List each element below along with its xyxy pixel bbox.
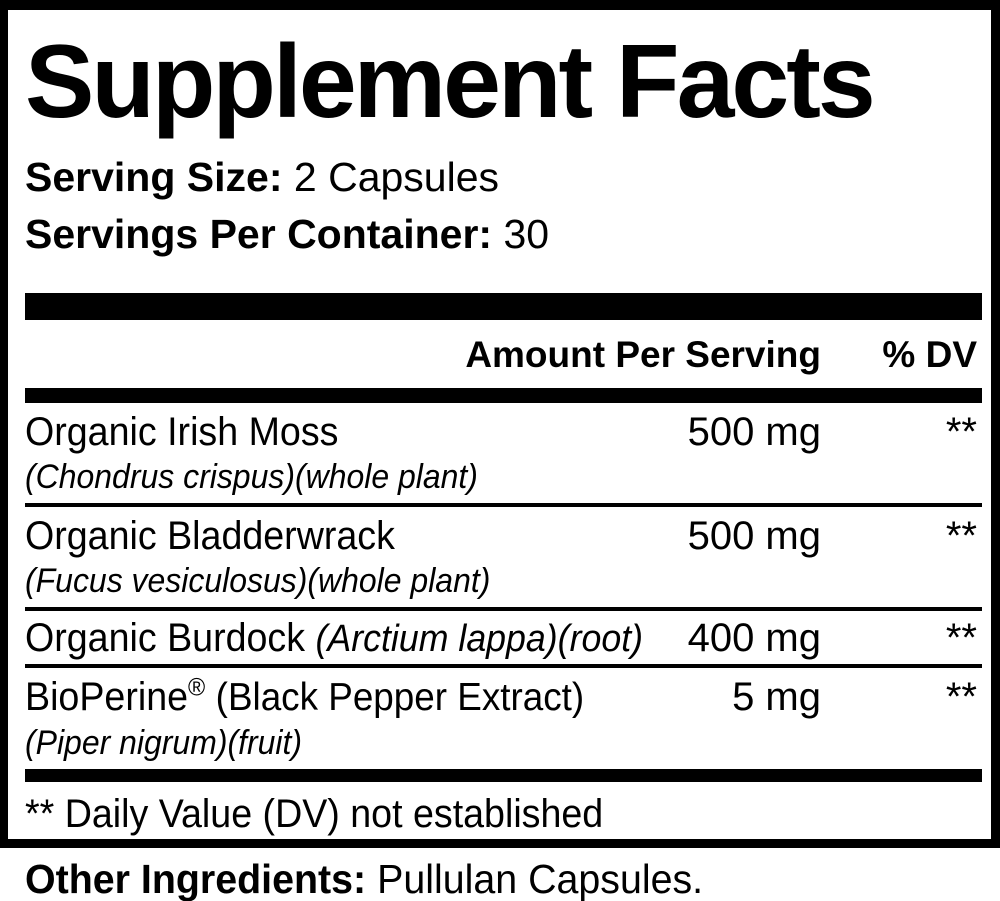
row-divider (25, 607, 982, 611)
ingredient-dv: ** (945, 410, 977, 454)
serving-size-value: 2 Capsules (293, 154, 500, 200)
servings-per-container-label: Servings Per Container: (25, 211, 493, 257)
ingredient-amount: 400 mg (687, 616, 821, 660)
serving-info: Serving Size: 2 Capsules Servings Per Co… (25, 149, 982, 263)
dv-footnote-text: ** Daily Value (DV) not established (25, 792, 604, 836)
column-header-row: Amount Per Serving % DV (25, 333, 982, 376)
ingredient-main-line: Organic Irish Moss 500 mg ** (25, 409, 982, 455)
ingredient-name: BioPerine® (Black Pepper Extract) (25, 674, 584, 721)
ingredient-name-text: Organic Burdock (25, 616, 306, 660)
servings-per-container-value: 30 (503, 211, 550, 257)
ingredient-amount: 500 mg (687, 514, 821, 558)
ingredient-main-line: Organic Burdock (Arctium lappa)(root) 40… (25, 615, 982, 662)
other-ingredients-line: Other Ingredients: Pullulan Capsules. (25, 855, 1000, 901)
ingredient-name-text: BioPerine (25, 675, 189, 719)
ingredient-name-suffix: (Black Pepper Extract) (215, 676, 585, 719)
ingredient-main-line: Organic Bladderwrack 500 mg ** (25, 513, 982, 559)
facts-panel: Supplement Facts Serving Size: 2 Capsule… (0, 0, 1000, 848)
serving-size-label: Serving Size: (25, 154, 283, 200)
footnote-separator-bar (25, 769, 982, 782)
other-ingredients-label: Other Ingredients: (25, 856, 367, 901)
ingredient-name: Organic Irish Moss (25, 410, 339, 454)
ingredient-botanical-detail: (Fucus vesiculosus)(whole plant) (25, 562, 491, 600)
ingredient-amount: 500 mg (687, 410, 821, 454)
ingredient-row-bioperine: BioPerine® (Black Pepper Extract) 5 mg *… (25, 668, 982, 769)
servings-per-container-line: Servings Per Container: 30 (25, 206, 982, 263)
ingredient-dv: ** (945, 616, 977, 660)
ingredient-main-line: BioPerine® (Black Pepper Extract) 5 mg *… (25, 674, 982, 721)
ingredient-row-bladderwrack: Organic Bladderwrack 500 mg ** (Fucus ve… (25, 507, 982, 607)
percent-dv-header: % DV (882, 334, 977, 375)
row-divider (25, 503, 982, 507)
dv-footnote: ** Daily Value (DV) not established (25, 782, 982, 838)
amount-per-serving-header: Amount Per Serving (465, 334, 821, 375)
ingredient-dv: ** (945, 514, 977, 558)
other-ingredients-value: Pullulan Capsules. (377, 856, 704, 901)
thick-separator-bar-top (25, 293, 982, 320)
panel-title: Supplement Facts (25, 24, 876, 140)
header-separator-bar (25, 388, 982, 403)
ingredient-row-burdock: Organic Burdock (Arctium lappa)(root) 40… (25, 611, 982, 664)
ingredient-amount: 5 mg (732, 675, 821, 719)
ingredient-name: Organic Bladderwrack (25, 514, 395, 558)
ingredient-row-irish-moss: Organic Irish Moss 500 mg ** (Chondrus c… (25, 403, 982, 503)
serving-size-line: Serving Size: 2 Capsules (25, 149, 982, 206)
ingredient-name: Organic Burdock (Arctium lappa)(root) (25, 615, 643, 662)
row-divider (25, 664, 982, 668)
ingredient-botanical-detail: (Chondrus crispus)(whole plant) (25, 458, 478, 496)
ingredient-botanical-inline: (Arctium lappa)(root) (315, 618, 644, 660)
registered-trademark-symbol: ® (188, 674, 206, 702)
ingredient-dv: ** (945, 675, 977, 719)
ingredient-botanical-detail: (Piper nigrum)(fruit) (25, 724, 303, 762)
